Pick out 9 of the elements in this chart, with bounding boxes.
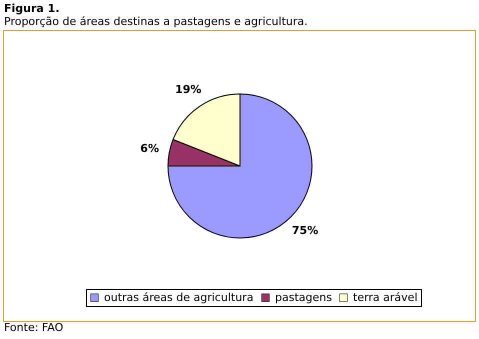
- source-note: Fonte: FAO: [4, 321, 64, 334]
- legend-label: outras áreas de agricultura: [104, 290, 254, 304]
- legend-label: pastagens: [275, 290, 332, 304]
- chart-title: Figura 1.: [4, 2, 60, 15]
- legend-label: terra arável: [353, 290, 418, 304]
- data-label: 6%: [140, 142, 159, 155]
- chart-subtitle: Proporção de áreas destinas a pastagens e agricultura.: [4, 15, 308, 28]
- data-label: 19%: [175, 82, 202, 96]
- data-label: 75%: [292, 224, 318, 238]
